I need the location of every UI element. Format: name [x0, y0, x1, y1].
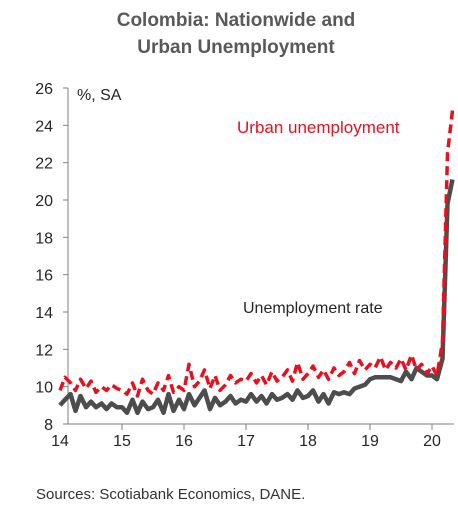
y-tick-label: 18: [35, 230, 53, 247]
x-tick-label: 14: [51, 433, 69, 450]
x-tick-label: 18: [299, 433, 317, 450]
x-tick-label: 16: [175, 433, 193, 450]
y-tick-label: 26: [35, 81, 53, 98]
x-tick-label: 15: [113, 433, 131, 450]
chart-title-line-2: Urban Unemployment: [137, 37, 335, 58]
x-tick-label: 19: [361, 433, 379, 450]
y-tick-label: 24: [35, 118, 53, 135]
x-tick-label: 17: [237, 433, 255, 450]
unemployment-rate-line: [58, 179, 455, 416]
urban-unemployment-line: [58, 110, 455, 398]
y-tick-label: 12: [35, 342, 53, 359]
y-tick-label: 22: [35, 156, 53, 173]
y-tick-label: 16: [35, 268, 53, 285]
y-tick-label: 8: [44, 417, 53, 434]
unemployment-rate-label: Unemployment rate: [243, 300, 383, 317]
y-tick-label: 10: [35, 380, 53, 397]
source-note: Sources: Scotiabank Economics, DANE.: [36, 486, 305, 503]
unit-label: %, SA: [77, 87, 122, 104]
series-group: [58, 110, 455, 416]
y-tick-label: 14: [35, 305, 53, 322]
y-tick-label: 20: [35, 193, 53, 210]
axes: 8 10 12 14 16 18 20 22 24 26 14 15 16 17 18 19 20: [35, 81, 454, 450]
x-tick-label: 20: [423, 433, 441, 450]
chart-title-line-1: Colombia: Nationwide and: [117, 10, 356, 31]
urban-unemployment-label: Urban unemployment: [237, 118, 400, 137]
